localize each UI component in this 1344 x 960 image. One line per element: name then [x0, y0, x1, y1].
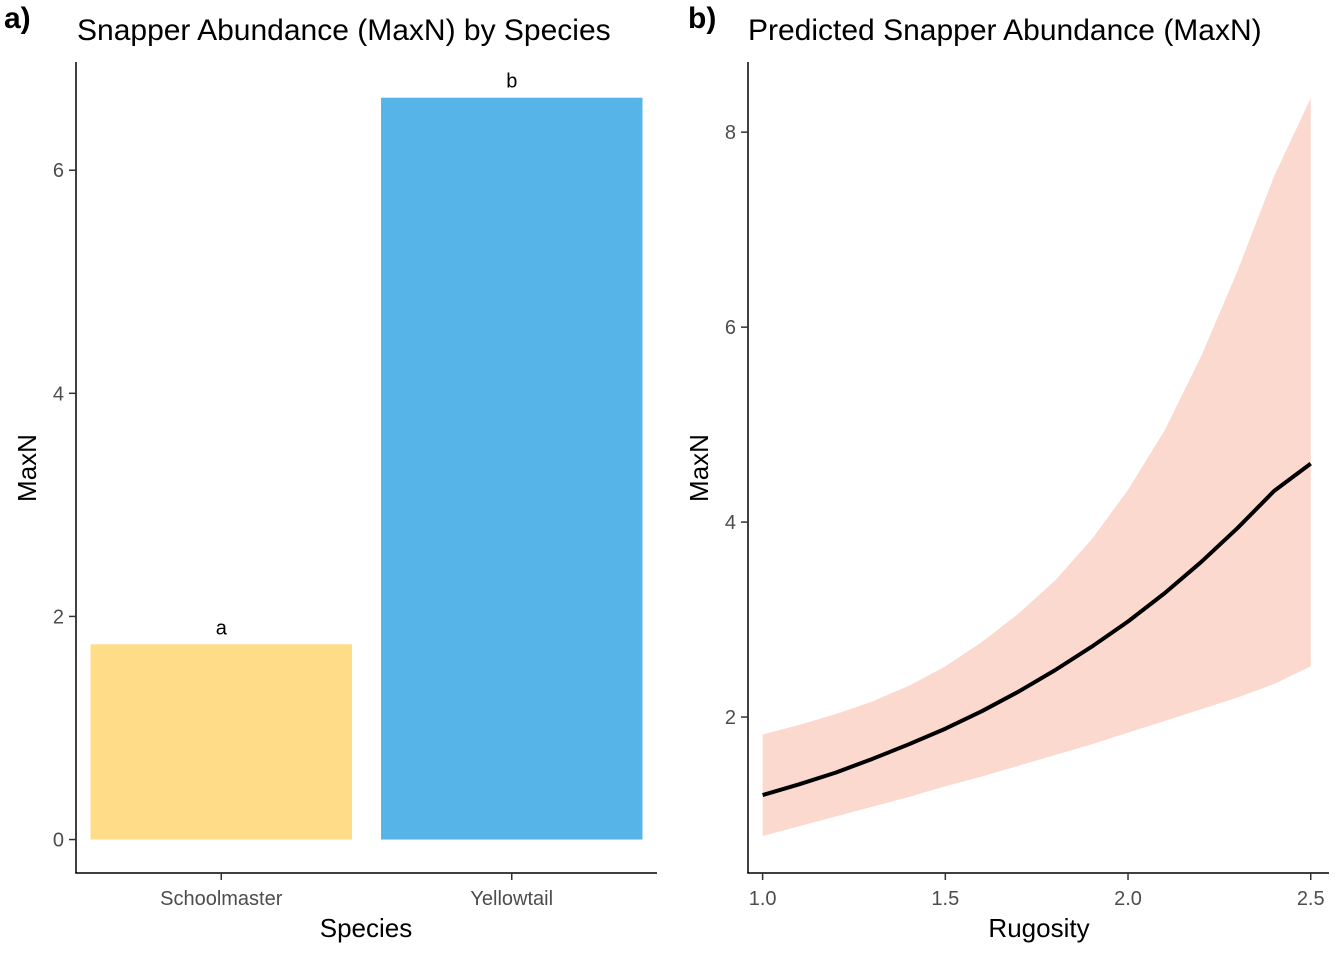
bar-schoolmaster [90, 644, 352, 840]
x-tick-label: 2.0 [1114, 888, 1142, 910]
panel-b-y-title: MaxN [684, 434, 714, 502]
panel-b-x-ticks: 1.0 1.5 2.0 2.5 [749, 873, 1325, 910]
bar-label-yellowtail: b [506, 71, 517, 93]
panel-b-title: Predicted Snapper Abundance (MaxN) [748, 14, 1262, 47]
panel-b-ribbon-layer [762, 98, 1311, 836]
panel-a-x-ticks: Schoolmaster Yellowtail [160, 873, 553, 910]
y-tick-label: 6 [53, 160, 64, 182]
x-tick-label-schoolmaster: Schoolmaster [160, 888, 283, 910]
panel-a-y-title: MaxN [12, 434, 42, 502]
bar-label-schoolmaster: a [216, 617, 228, 639]
panel-b: b) Predicted Snapper Abundance (MaxN) 2 4… [684, 2, 1329, 943]
y-tick-label: 2 [53, 606, 64, 628]
panel-a-tag: a) [4, 2, 31, 35]
panel-b-tag: b) [688, 2, 716, 35]
panel-a-x-title: Species [320, 913, 413, 943]
panel-a-y-ticks: 0 2 4 6 [53, 160, 76, 852]
x-tick-label-yellowtail: Yellowtail [470, 888, 553, 910]
bar-yellowtail [381, 97, 643, 840]
panel-b-y-ticks: 2 4 6 8 [725, 122, 748, 729]
y-tick-label: 6 [725, 317, 736, 339]
confidence-ribbon [762, 98, 1311, 836]
panel-b-x-title: Rugosity [988, 913, 1089, 943]
x-tick-label: 1.0 [749, 888, 777, 910]
x-tick-label: 2.5 [1297, 888, 1325, 910]
prediction-line [762, 461, 1312, 797]
panel-a: a) Snapper Abundance (MaxN) by Species a… [4, 2, 657, 943]
panel-a-bars [90, 97, 643, 840]
y-tick-label: 0 [53, 830, 64, 852]
panel-b-line-layer [762, 461, 1312, 797]
y-tick-label: 4 [725, 512, 736, 534]
y-tick-label: 8 [725, 122, 736, 144]
panel-a-title: Snapper Abundance (MaxN) by Species [77, 14, 611, 47]
panel-a-bar-labels: ab [216, 71, 518, 640]
x-tick-label: 1.5 [931, 888, 959, 910]
y-tick-label: 2 [725, 707, 736, 729]
y-tick-label: 4 [53, 383, 64, 405]
